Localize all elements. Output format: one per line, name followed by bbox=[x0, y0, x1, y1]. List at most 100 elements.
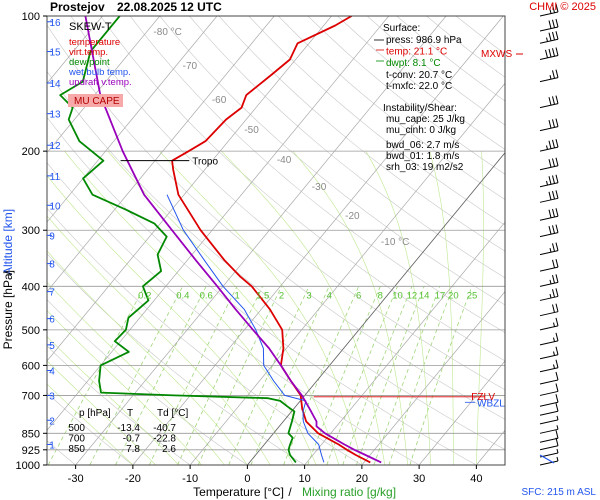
wind-barb-half bbox=[546, 180, 548, 186]
surface-tmxfc: t-mxfc: 22.0 °C bbox=[386, 81, 452, 92]
instability-value: bwd_06: 2.7 m/s bbox=[386, 140, 459, 151]
altitude-tick-label: 16 bbox=[49, 18, 61, 29]
altitude-tick-label: 10 bbox=[49, 201, 61, 212]
wind-barb bbox=[539, 47, 559, 61]
wind-barb-staff bbox=[539, 311, 559, 317]
wind-barb-flag bbox=[555, 190, 559, 199]
moist-adiabat bbox=[429, 151, 454, 465]
mixing-ratio-label: 8 bbox=[378, 290, 383, 301]
wind-barb-staff bbox=[539, 197, 559, 203]
surface-wind-barb bbox=[539, 454, 555, 464]
wind-barb bbox=[539, 394, 559, 407]
wind-barb bbox=[539, 224, 559, 238]
altitude-tick-label: 5 bbox=[49, 341, 55, 352]
wind-barb-flag bbox=[548, 20, 552, 29]
pressure-tick-label: 500 bbox=[22, 325, 40, 337]
moist-adiabat bbox=[47, 383, 134, 465]
wind-barb-flag bbox=[552, 289, 555, 298]
series-updraft-v-temp bbox=[84, 16, 382, 464]
table-cell: 500 bbox=[68, 423, 85, 434]
moist-adiabat bbox=[476, 151, 484, 465]
pressure-tick-label: 200 bbox=[22, 146, 40, 158]
mixing-ratio-label: 20 bbox=[448, 290, 459, 301]
wind-barb-half bbox=[549, 279, 552, 284]
temp-tick-label: 40 bbox=[470, 473, 482, 485]
mixing-ratio-label: 4 bbox=[327, 290, 332, 301]
dry-adiabat bbox=[129, 16, 505, 333]
wind-barb bbox=[539, 31, 559, 44]
wind-barb-flag bbox=[548, 120, 552, 129]
tropopause-label: Tropo bbox=[192, 157, 218, 168]
credit: CHMI © 2025 bbox=[529, 1, 596, 13]
wind-barb-staff bbox=[539, 26, 559, 32]
pressure-tick-label: 100 bbox=[22, 11, 40, 23]
wind-barb-flag bbox=[555, 403, 559, 412]
background-lines bbox=[47, 16, 505, 465]
freezing-level-label: FZLV bbox=[471, 392, 495, 403]
wind-barb-staff bbox=[539, 165, 559, 171]
wind-barb-half bbox=[556, 448, 559, 454]
wind-barb-flag bbox=[555, 317, 559, 326]
mu-cape-badge: MU CAPE bbox=[74, 96, 120, 107]
mu-cape-badge-bg bbox=[68, 94, 123, 107]
legend-item: wet bulb temp. bbox=[68, 67, 131, 78]
wind-barb-flag bbox=[555, 274, 559, 283]
table-cell: -13.4 bbox=[117, 423, 140, 434]
wind-barb-half bbox=[553, 351, 555, 356]
isotherm-line bbox=[75, 16, 447, 465]
profile-lines bbox=[59, 16, 382, 464]
wind-barb-staff bbox=[539, 445, 559, 451]
isotherm-line bbox=[47, 16, 332, 362]
isotherm-line bbox=[361, 290, 505, 465]
series-dew-point bbox=[59, 16, 297, 463]
wind-barb-flag bbox=[552, 158, 555, 167]
table-cell: 850 bbox=[68, 444, 85, 455]
mixing-ratio-label: 2 bbox=[279, 290, 284, 301]
wind-barb-half bbox=[549, 293, 552, 299]
y-axis-title: Pressure [hPa] bbox=[1, 270, 15, 349]
wind-barb-staff bbox=[539, 325, 559, 331]
isotherm-line bbox=[47, 16, 218, 223]
wind-barb-staff bbox=[539, 11, 559, 17]
table-cell: -0.7 bbox=[123, 434, 141, 445]
wind-barb-flag bbox=[555, 303, 559, 312]
wind-barb bbox=[539, 383, 559, 396]
dry-adiabat bbox=[100, 16, 505, 362]
isotherm-label: -60 bbox=[212, 95, 227, 106]
wind-barb-flag bbox=[555, 95, 559, 104]
table-cell: 700 bbox=[68, 434, 85, 445]
wind-barb bbox=[539, 317, 559, 331]
moist-adiabat bbox=[365, 151, 431, 465]
legend-item: updraft v.temp. bbox=[69, 77, 132, 88]
wind-barb-flag bbox=[555, 383, 559, 392]
wind-barb-staff bbox=[539, 55, 559, 61]
moist-adiabat bbox=[159, 150, 363, 465]
isotherm-line bbox=[47, 16, 161, 154]
wind-barb-flag bbox=[548, 140, 552, 149]
isotherm-line bbox=[47, 16, 390, 431]
wind-barb bbox=[539, 157, 559, 171]
mixing-ratio-line bbox=[356, 286, 425, 465]
instability-value: mu_cape: 25 J/kg bbox=[386, 114, 465, 125]
wind-barb-staff bbox=[539, 126, 559, 132]
mixing-ratio-line bbox=[250, 286, 330, 465]
isotherm-label: -20 bbox=[345, 211, 360, 222]
mixing-ratio-label: 3 bbox=[306, 290, 311, 301]
wind-barb-flag bbox=[555, 242, 559, 251]
wind-barb-flag bbox=[548, 176, 552, 185]
wind-barb bbox=[539, 437, 559, 451]
dry-adiabat bbox=[337, 16, 505, 150]
wind-barb bbox=[539, 332, 559, 346]
mixing-ratio-label: 12 bbox=[407, 290, 418, 301]
wind-barb bbox=[539, 425, 559, 434]
wind-barb-flag bbox=[548, 48, 552, 58]
wind-barb bbox=[539, 430, 559, 443]
wind-barb-flag bbox=[548, 226, 552, 235]
station-name: Prostejov bbox=[50, 0, 105, 14]
wind-barb-flag bbox=[548, 191, 552, 200]
x-axis-title: Temperature [°C] bbox=[193, 485, 284, 499]
plot-frame bbox=[46, 15, 506, 466]
wind-barb-staff bbox=[539, 379, 559, 385]
mixing-ratio-line bbox=[307, 286, 381, 465]
